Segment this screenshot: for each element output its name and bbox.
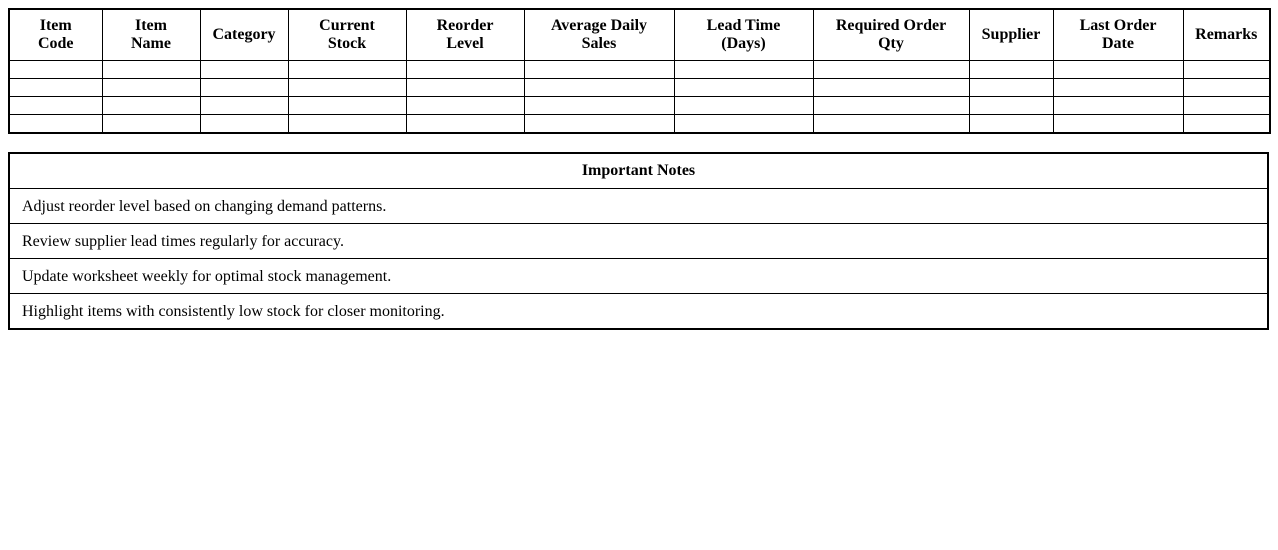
empty-cell bbox=[673, 60, 814, 79]
empty-cell bbox=[8, 114, 103, 134]
empty-cell bbox=[1052, 114, 1184, 134]
empty-cell bbox=[1052, 78, 1184, 97]
empty-cell bbox=[523, 78, 675, 97]
empty-cell bbox=[1182, 78, 1271, 97]
empty-cell bbox=[812, 78, 970, 97]
empty-cell bbox=[405, 78, 525, 97]
note-text: Adjust reorder level based on changing d… bbox=[8, 188, 1269, 224]
header-cell-item-name: Item Name bbox=[101, 8, 201, 61]
note-text: Review supplier lead times regularly for… bbox=[8, 223, 1269, 259]
note-text: Highlight items with consistently low st… bbox=[8, 293, 1269, 330]
worksheet-page: Item Code Item Name Category Current Sto… bbox=[8, 8, 1271, 330]
empty-cell bbox=[523, 60, 675, 79]
empty-cell bbox=[812, 60, 970, 79]
inventory-table: Item Code Item Name Category Current Sto… bbox=[8, 8, 1271, 134]
header-cell-item-code: Item Code bbox=[8, 8, 103, 61]
header-cell-average-daily-sales: Average Daily Sales bbox=[523, 8, 675, 61]
empty-cell bbox=[405, 60, 525, 79]
empty-cell bbox=[8, 60, 103, 79]
empty-cell bbox=[405, 114, 525, 134]
empty-cell bbox=[1052, 96, 1184, 115]
empty-cell bbox=[812, 96, 970, 115]
empty-cell bbox=[8, 96, 103, 115]
empty-cell bbox=[405, 96, 525, 115]
inventory-header-row: Item Code Item Name Category Current Sto… bbox=[8, 8, 1271, 61]
empty-cell bbox=[1182, 60, 1271, 79]
header-cell-supplier: Supplier bbox=[968, 8, 1054, 61]
empty-cell bbox=[1182, 114, 1271, 134]
note-row: Adjust reorder level based on changing d… bbox=[8, 188, 1269, 224]
note-text: Update worksheet weekly for optimal stoc… bbox=[8, 258, 1269, 294]
header-cell-category: Category bbox=[199, 8, 289, 61]
empty-cell bbox=[101, 96, 201, 115]
notes-title: Important Notes bbox=[8, 152, 1269, 189]
empty-cell bbox=[287, 114, 407, 134]
empty-cell bbox=[523, 96, 675, 115]
empty-cell bbox=[968, 96, 1054, 115]
header-cell-last-order-date: Last Order Date bbox=[1052, 8, 1184, 61]
empty-cell bbox=[673, 78, 814, 97]
inventory-empty-row bbox=[8, 114, 1271, 134]
header-cell-required-order-qty: Required Order Qty bbox=[812, 8, 970, 61]
empty-cell bbox=[523, 114, 675, 134]
header-cell-remarks: Remarks bbox=[1182, 8, 1271, 61]
empty-cell bbox=[287, 78, 407, 97]
empty-cell bbox=[101, 78, 201, 97]
empty-cell bbox=[199, 78, 289, 97]
empty-cell bbox=[8, 78, 103, 97]
inventory-empty-row bbox=[8, 60, 1271, 79]
empty-cell bbox=[287, 96, 407, 115]
header-cell-reorder-level: Reorder Level bbox=[405, 8, 525, 61]
header-cell-current-stock: Current Stock bbox=[287, 8, 407, 61]
important-notes-table: Important Notes Adjust reorder level bas… bbox=[8, 152, 1269, 330]
empty-cell bbox=[812, 114, 970, 134]
inventory-empty-row bbox=[8, 78, 1271, 97]
empty-cell bbox=[199, 60, 289, 79]
empty-cell bbox=[287, 60, 407, 79]
empty-cell bbox=[968, 78, 1054, 97]
empty-cell bbox=[673, 96, 814, 115]
empty-cell bbox=[968, 60, 1054, 79]
header-cell-lead-time-days: Lead Time (Days) bbox=[673, 8, 814, 61]
empty-cell bbox=[199, 114, 289, 134]
inventory-empty-row bbox=[8, 96, 1271, 115]
notes-header-row: Important Notes bbox=[8, 152, 1269, 189]
note-row: Highlight items with consistently low st… bbox=[8, 293, 1269, 330]
empty-cell bbox=[968, 114, 1054, 134]
note-row: Update worksheet weekly for optimal stoc… bbox=[8, 258, 1269, 294]
empty-cell bbox=[1052, 60, 1184, 79]
empty-cell bbox=[199, 96, 289, 115]
empty-cell bbox=[101, 114, 201, 134]
empty-cell bbox=[1182, 96, 1271, 115]
note-row: Review supplier lead times regularly for… bbox=[8, 223, 1269, 259]
empty-cell bbox=[101, 60, 201, 79]
empty-cell bbox=[673, 114, 814, 134]
